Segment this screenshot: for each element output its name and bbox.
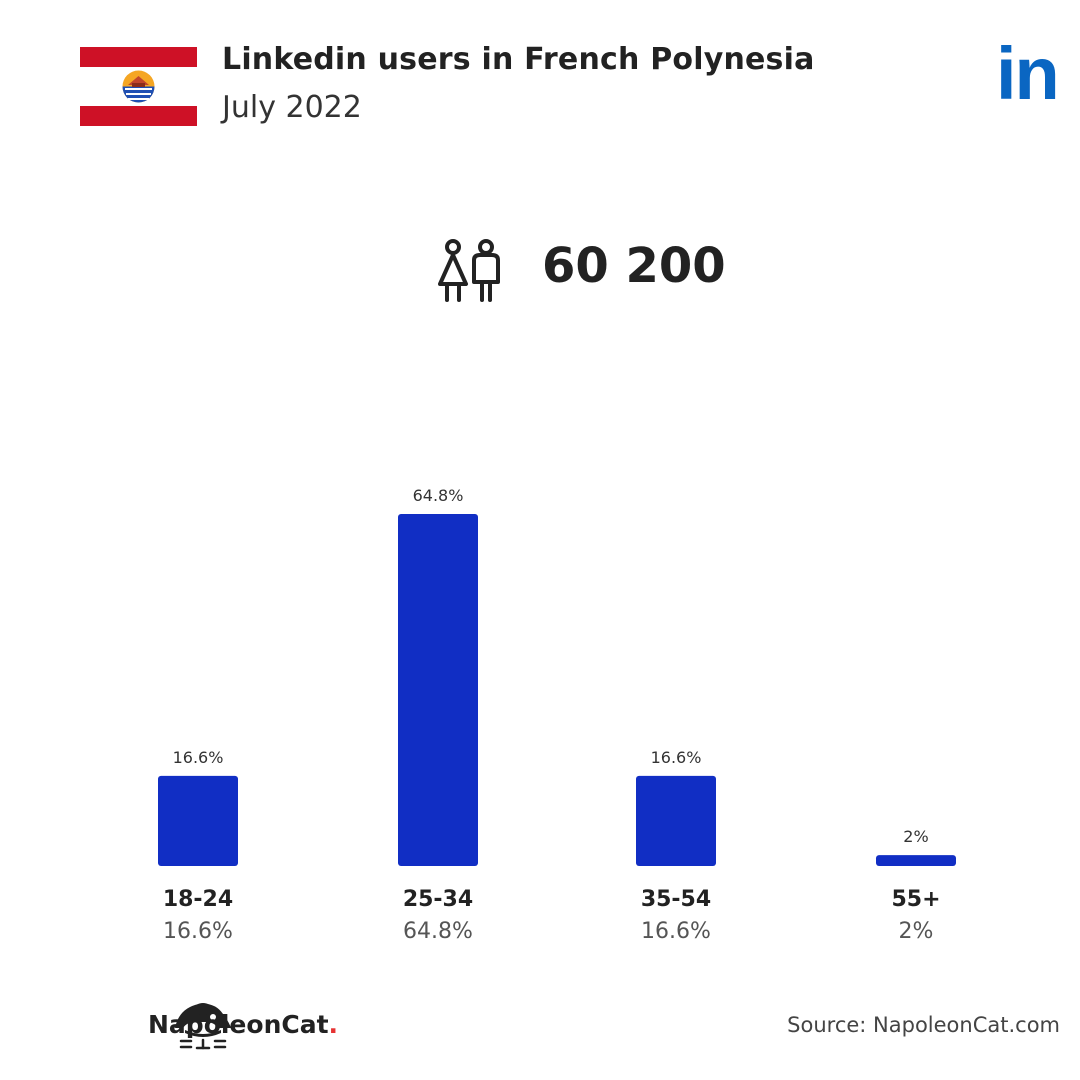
flag-emblem-icon	[122, 70, 155, 103]
category-label: 35-54	[641, 887, 711, 912]
bar-value-label: 64.8%	[413, 486, 464, 505]
category-percent-label: 64.8%	[403, 919, 473, 944]
bar-value-label: 2%	[903, 827, 928, 846]
brand-dot: .	[328, 1010, 339, 1039]
category-percent-label: 2%	[899, 919, 934, 944]
french-polynesia-flag	[80, 47, 197, 126]
bar-35-54	[636, 775, 716, 866]
brand-name: NapoleonCat.	[148, 1010, 338, 1039]
users-icon	[438, 239, 500, 302]
category-percent-label: 16.6%	[641, 919, 711, 944]
category-label: 25-34	[403, 887, 473, 912]
bar-25-34	[398, 514, 478, 866]
linkedin-logo: in	[996, 32, 1060, 115]
total-users-value: 60 200	[542, 238, 726, 294]
bar-55+	[876, 855, 956, 866]
source-credit: Source: NapoleonCat.com	[787, 1013, 1060, 1037]
category-percent-label: 16.6%	[163, 919, 233, 944]
brand-name-text: NapoleonCat	[148, 1010, 329, 1039]
bar-value-label: 16.6%	[173, 748, 224, 767]
chart-title: Linkedin users in French Polynesia	[222, 42, 815, 77]
bar-value-label: 16.6%	[651, 748, 702, 767]
category-label: 18-24	[163, 887, 233, 912]
chart-subtitle: July 2022	[222, 90, 362, 125]
napoleoncat-logo-icon	[175, 1003, 231, 1050]
bar-18-24	[158, 775, 238, 866]
category-label: 55+	[891, 887, 940, 912]
age-distribution-chart: 16.6% 18-24 16.6% 64.8% 25-34 64.8% 16.6% 35-54…	[158, 486, 956, 944]
